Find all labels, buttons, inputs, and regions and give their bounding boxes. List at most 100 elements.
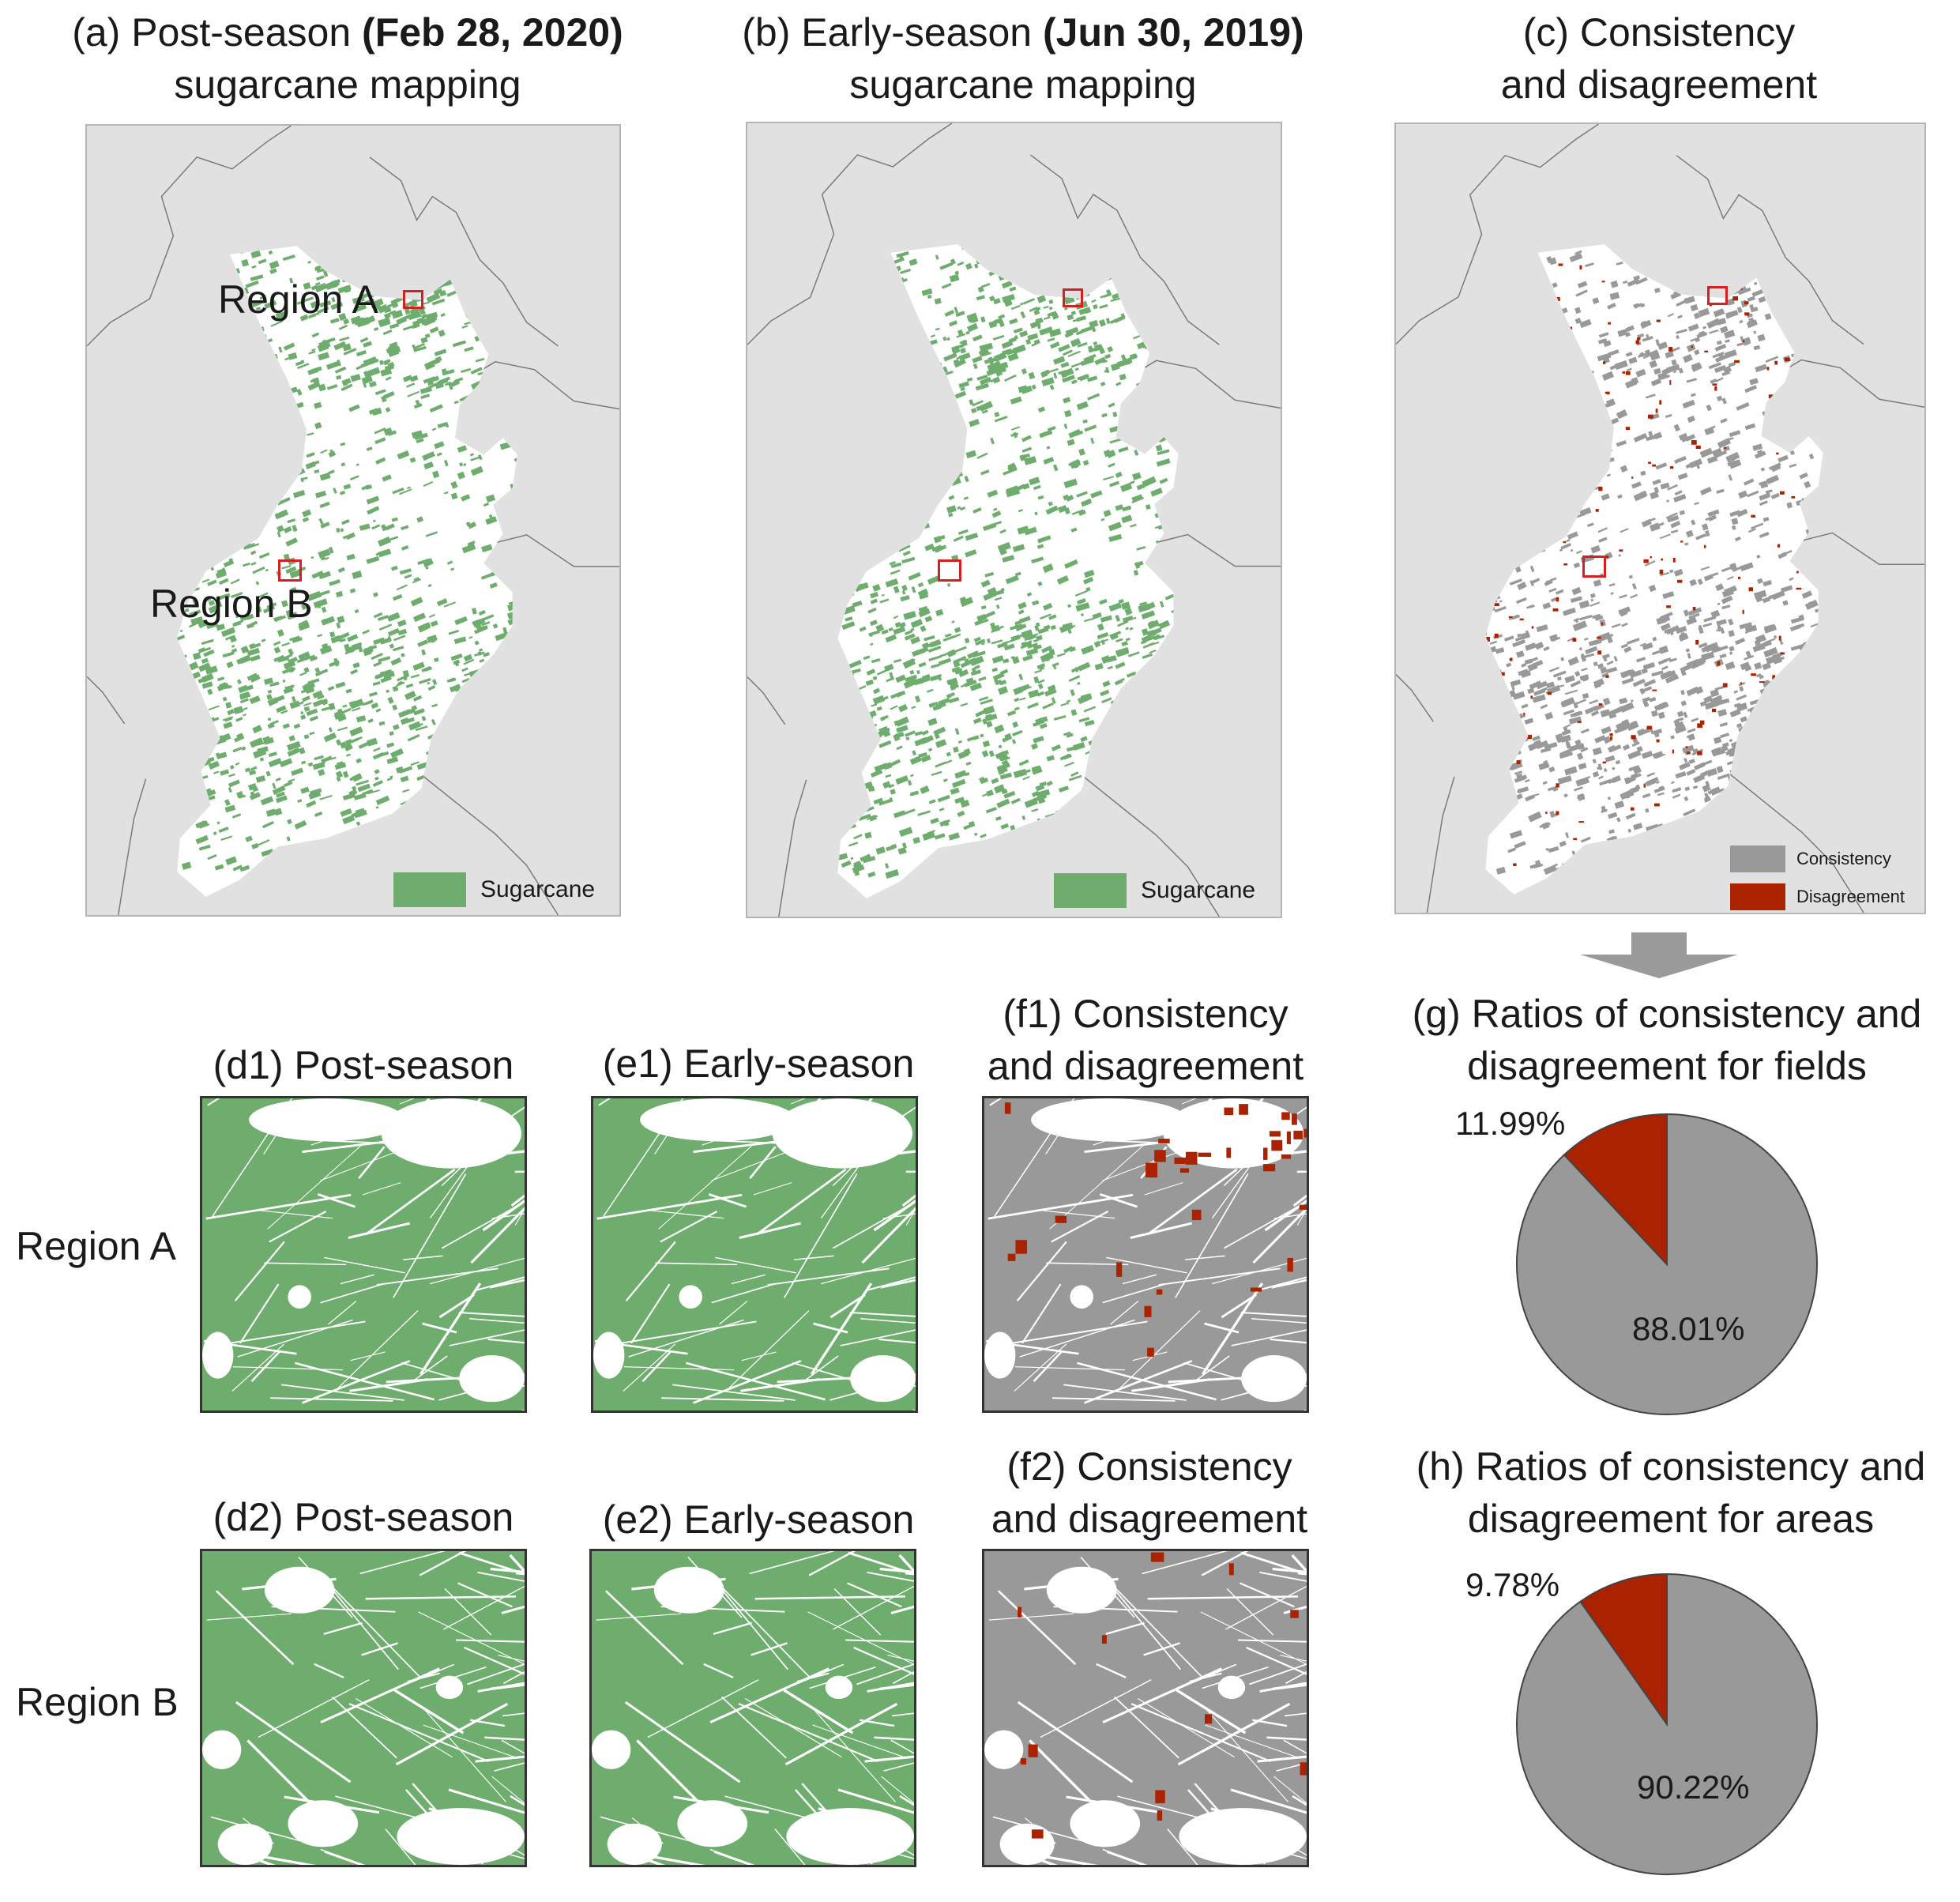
sugarcane-patch — [570, 443, 574, 446]
sugarcane-patch — [1120, 721, 1129, 729]
sugarcane-patch — [954, 358, 966, 368]
consistency-patch — [1765, 490, 1770, 497]
sugarcane-patch — [1221, 684, 1225, 687]
sugarcane-patch — [822, 743, 833, 750]
sugarcane-patch — [856, 303, 867, 311]
sugarcane-patch — [150, 409, 160, 416]
consistency-patch — [1487, 770, 1495, 777]
sugarcane-patch — [370, 246, 374, 250]
consistency-patch — [1860, 507, 1864, 513]
sugarcane-patch — [1194, 701, 1202, 708]
sugarcane-patch — [875, 623, 885, 633]
consistency-patch — [1712, 646, 1722, 653]
sugarcane-patch — [1039, 722, 1048, 729]
sugarcane-patch — [329, 660, 340, 668]
sugarcane-patch — [1163, 835, 1176, 842]
sugarcane-patch — [350, 737, 359, 744]
sugarcane-patch — [801, 717, 809, 721]
sugarcane-patch — [837, 346, 841, 353]
sugarcane-patch — [488, 317, 494, 322]
sugarcane-patch — [492, 623, 498, 629]
sugarcane-patch — [851, 756, 857, 763]
sugarcane-patch — [1199, 342, 1210, 350]
consistency-patch — [1471, 402, 1475, 407]
sugarcane-patch — [991, 510, 1002, 518]
consistency-patch — [1514, 770, 1523, 775]
consistency-patch — [1789, 793, 1797, 798]
sugarcane-patch — [1134, 561, 1141, 569]
sugarcane-patch — [980, 579, 991, 588]
sugarcane-patch — [282, 723, 291, 729]
consistency-patch — [1638, 840, 1642, 844]
sugarcane-patch — [504, 815, 509, 821]
sugarcane-patch — [952, 456, 959, 462]
consistency-patch — [1471, 657, 1478, 661]
sugarcane-patch — [291, 459, 299, 464]
consistency-patch — [1775, 774, 1780, 779]
sugarcane-patch — [1024, 254, 1030, 259]
sugarcane-patch — [527, 616, 540, 626]
sugarcane-patch — [1144, 378, 1155, 387]
sugarcane-patch — [418, 247, 432, 253]
consistency-patch — [1781, 310, 1795, 318]
sugarcane-patch — [1099, 303, 1108, 309]
sugarcane-patch — [852, 778, 863, 786]
sugarcane-patch — [565, 618, 571, 622]
sugarcane-patch — [273, 654, 285, 662]
consistency-patch — [1705, 516, 1713, 521]
sugarcane-patch — [933, 726, 946, 736]
sugarcane-patch — [220, 520, 230, 529]
sugarcane-patch — [818, 842, 831, 847]
sugarcane-patch — [515, 576, 517, 584]
consistency-patch — [1747, 320, 1752, 324]
sugarcane-patch — [946, 337, 950, 341]
sugarcane-patch — [238, 684, 249, 694]
sugarcane-patch — [261, 418, 271, 425]
sugarcane-patch — [928, 362, 943, 372]
sugarcane-patch — [1136, 483, 1146, 491]
sugarcane-patch — [1122, 616, 1134, 623]
sugarcane-patch — [812, 248, 821, 255]
sugarcane-patch — [1166, 755, 1172, 762]
sugarcane-patch — [828, 317, 833, 320]
sugarcane-patch — [1166, 547, 1176, 555]
sugarcane-patch — [396, 585, 406, 591]
sugarcane-patch — [818, 544, 826, 549]
sugarcane-patch — [322, 247, 336, 253]
sugarcane-patch — [412, 797, 419, 805]
sugarcane-patch — [317, 604, 322, 608]
sugarcane-patch — [1020, 311, 1026, 318]
sugarcane-patch — [348, 700, 356, 707]
sugarcane-patch — [1034, 511, 1038, 516]
sugarcane-patch — [452, 228, 461, 235]
consistency-patch — [1738, 681, 1746, 687]
panel-a-title-prefix: (a) Post-season — [72, 10, 363, 55]
sugarcane-patch — [1107, 665, 1113, 670]
consistency-patch — [1691, 717, 1699, 722]
sugarcane-patch — [418, 842, 427, 849]
consistency-patch — [1594, 735, 1606, 744]
sugarcane-patch — [493, 659, 497, 663]
sugarcane-patch — [408, 311, 422, 321]
consistency-patch — [1682, 399, 1695, 409]
sugarcane-patch — [551, 748, 559, 754]
sugarcane-patch — [1047, 337, 1055, 342]
sugarcane-patch — [311, 348, 316, 352]
sugarcane-patch — [243, 713, 247, 717]
sugarcane-patch — [423, 246, 434, 247]
sugarcane-patch — [421, 715, 427, 721]
sugarcane-patch — [472, 723, 480, 731]
sugarcane-patch — [167, 297, 172, 303]
consistency-patch — [1559, 506, 1574, 513]
consistency-patch — [1616, 817, 1621, 823]
consistency-patch — [1597, 631, 1612, 642]
sugarcane-patch — [375, 708, 382, 713]
consistency-patch — [1601, 725, 1612, 735]
consistency-patch — [1626, 775, 1636, 784]
sugarcane-patch — [144, 560, 149, 565]
sugarcane-patch — [1086, 375, 1098, 382]
sugarcane-patch — [233, 416, 247, 424]
sugarcane-patch — [1164, 800, 1174, 805]
consistency-patch — [1767, 778, 1773, 784]
sugarcane-patch — [853, 861, 861, 867]
